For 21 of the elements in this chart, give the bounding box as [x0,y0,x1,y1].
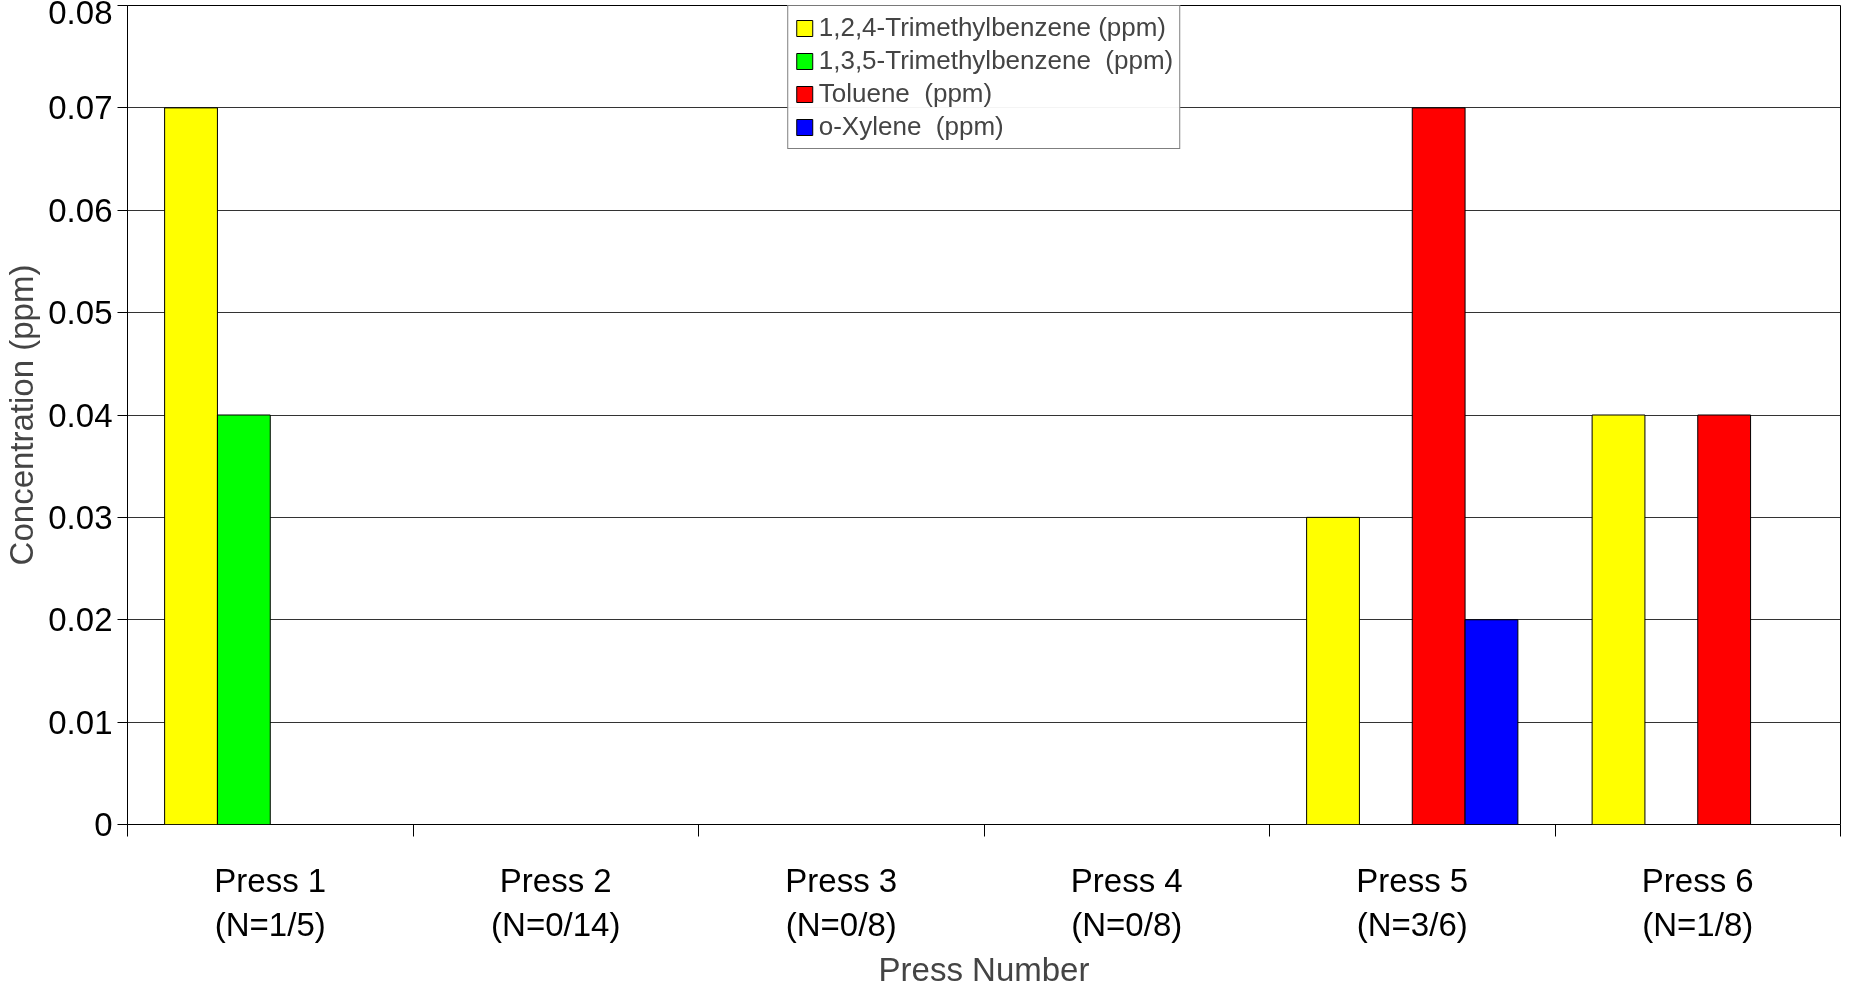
x-tick-label: Press 3 (N=0/8) [785,861,898,943]
y-tick-label: 0.01 [48,703,113,741]
legend-label: Toluene (ppm) [818,78,993,109]
y-tick-label: 0.08 [48,0,113,31]
y-axis-title: Concentration (ppm) [3,264,41,566]
legend-label: 1,2,4-Trimethylbenzene (ppm) [818,12,1167,43]
y-tick-label: 0.03 [48,498,113,536]
x-tick-label: Press 4 (N=0/8) [1070,861,1183,943]
legend-label: 1,3,5-Trimethylbenzene (ppm) [818,45,1174,76]
y-tick-label: 0 [94,806,113,843]
y-tick-label: 0.06 [48,191,113,229]
x-tick-label: Press 2 (N=0/14) [491,861,621,943]
y-tick-label: 0.04 [48,396,113,434]
legend-label: o-Xylene (ppm) [818,111,1004,142]
y-tick-label: 0.05 [48,294,113,332]
x-tick-label: Press 6 (N=1/8) [1641,861,1754,943]
y-tick-label: 0.07 [48,89,113,127]
x-tick-label: Press 5 (N=3/6) [1356,861,1469,943]
x-tick-label: Press 1 (N=1/5) [214,861,327,943]
x-axis-title: Press Number [878,950,1090,988]
y-tick-label: 0.02 [48,601,113,639]
